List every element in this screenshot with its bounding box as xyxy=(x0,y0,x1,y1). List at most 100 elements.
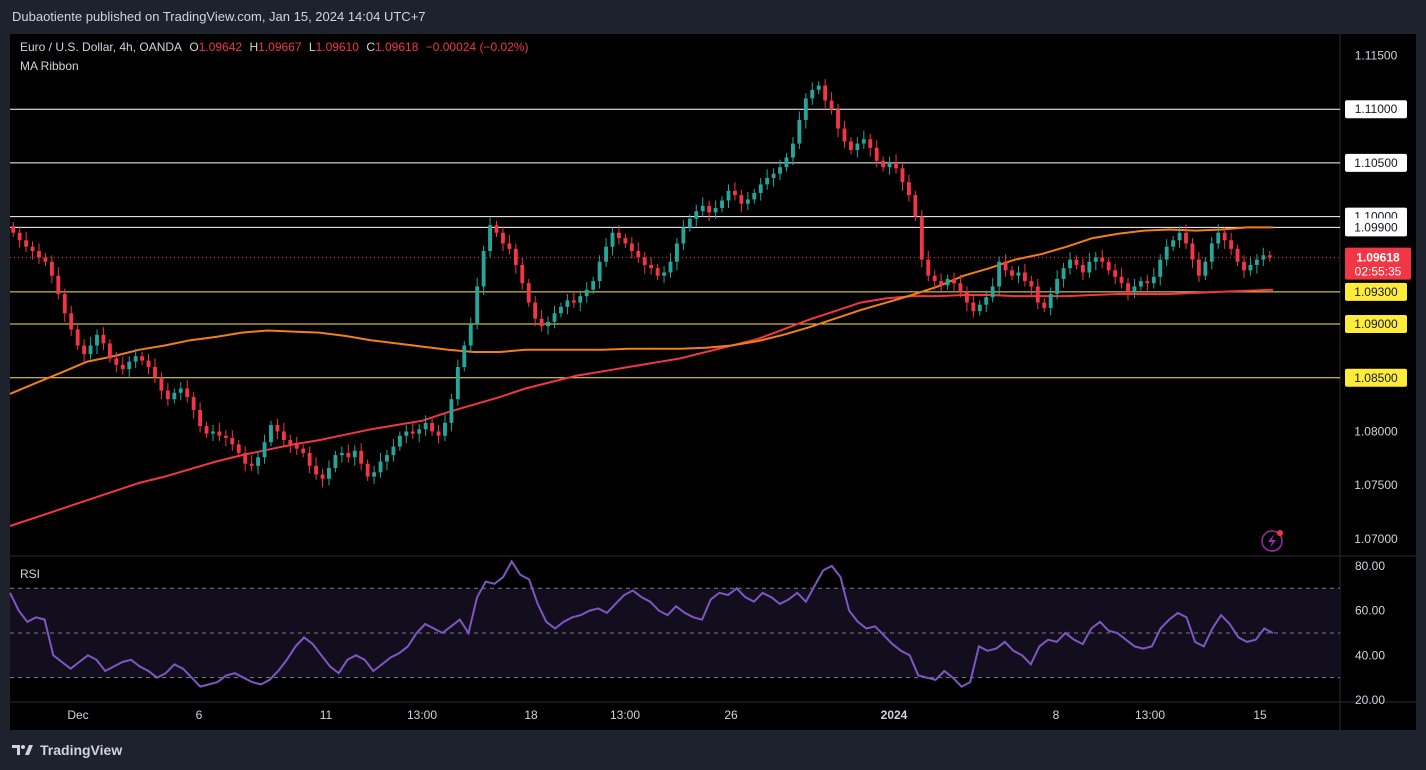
candle-body[interactable] xyxy=(958,283,963,292)
candle-body[interactable] xyxy=(37,250,41,258)
candle-body[interactable] xyxy=(1003,261,1008,271)
candle-body[interactable] xyxy=(636,250,641,258)
candle-body[interactable] xyxy=(726,190,731,201)
candle-body[interactable] xyxy=(1132,286,1137,292)
candle-body[interactable] xyxy=(410,431,415,434)
candle-body[interactable] xyxy=(733,190,737,196)
candle-body[interactable] xyxy=(1016,272,1021,276)
candle-body[interactable] xyxy=(475,286,480,325)
candle-body[interactable] xyxy=(133,356,138,362)
candle-body[interactable] xyxy=(372,472,377,477)
candle-body[interactable] xyxy=(662,272,666,276)
candle-body[interactable] xyxy=(997,261,1002,287)
candle-body[interactable] xyxy=(217,431,222,436)
candle-body[interactable] xyxy=(56,275,61,294)
current-price-badge[interactable] xyxy=(1345,247,1411,280)
candle-body[interactable] xyxy=(642,257,647,265)
candle-body[interactable] xyxy=(836,109,840,129)
candle-body[interactable] xyxy=(919,216,924,260)
candle-body[interactable] xyxy=(281,431,286,441)
candle-body[interactable] xyxy=(339,452,344,456)
candle-body[interactable] xyxy=(739,195,744,204)
candle-body[interactable] xyxy=(262,442,267,458)
candle-body[interactable] xyxy=(230,437,235,445)
candle-body[interactable] xyxy=(1222,232,1227,241)
candle-body[interactable] xyxy=(75,329,80,346)
candle-body[interactable] xyxy=(848,141,853,151)
candle-body[interactable] xyxy=(591,281,596,290)
candle-body[interactable] xyxy=(107,343,112,359)
candle-body[interactable] xyxy=(443,422,447,436)
candle-body[interactable] xyxy=(1229,240,1234,249)
candle-body[interactable] xyxy=(623,238,628,244)
candle-body[interactable] xyxy=(1261,255,1266,260)
candle-body[interactable] xyxy=(333,455,338,468)
candle-body[interactable] xyxy=(675,243,679,262)
candle-body[interactable] xyxy=(539,318,544,327)
candle-body[interactable] xyxy=(932,275,937,282)
candle-body[interactable] xyxy=(1068,259,1072,269)
candle-body[interactable] xyxy=(320,474,325,479)
candle-body[interactable] xyxy=(30,246,35,251)
candle-body[interactable] xyxy=(771,173,776,178)
candle-body[interactable] xyxy=(385,455,389,462)
candle-body[interactable] xyxy=(1113,270,1118,277)
candle-body[interactable] xyxy=(1061,268,1066,279)
candle-body[interactable] xyxy=(861,139,866,144)
candle-body[interactable] xyxy=(533,302,538,319)
candle-body[interactable] xyxy=(778,167,782,174)
candle-body[interactable] xyxy=(140,356,145,361)
candle-body[interactable] xyxy=(584,289,589,297)
candle-body[interactable] xyxy=(610,232,615,247)
candle-body[interactable] xyxy=(1171,240,1176,247)
candle-body[interactable] xyxy=(1119,276,1124,284)
candle-body[interactable] xyxy=(984,297,989,305)
candle-body[interactable] xyxy=(185,388,190,398)
candle-body[interactable] xyxy=(629,243,634,251)
candle-body[interactable] xyxy=(571,300,576,303)
candle-body[interactable] xyxy=(926,259,931,276)
candle-body[interactable] xyxy=(1145,281,1150,284)
candle-body[interactable] xyxy=(597,261,602,282)
candle-body[interactable] xyxy=(520,264,525,284)
candle-body[interactable] xyxy=(359,450,364,464)
candle-body[interactable] xyxy=(243,452,248,464)
candle-body[interactable] xyxy=(810,89,815,99)
candle-body[interactable] xyxy=(765,177,770,185)
candle-body[interactable] xyxy=(436,431,441,436)
candle-body[interactable] xyxy=(404,431,409,436)
candle-body[interactable] xyxy=(1048,293,1053,308)
candle-body[interactable] xyxy=(1158,259,1163,277)
candle-body[interactable] xyxy=(971,302,976,312)
candle-body[interactable] xyxy=(887,162,892,168)
candle-body[interactable] xyxy=(1042,302,1047,308)
candle-body[interactable] xyxy=(1010,270,1014,276)
candle-body[interactable] xyxy=(1106,261,1111,271)
candle-body[interactable] xyxy=(69,313,74,330)
candle-body[interactable] xyxy=(990,286,995,298)
candle-body[interactable] xyxy=(11,226,16,233)
candle-body[interactable] xyxy=(269,425,273,443)
candle-body[interactable] xyxy=(423,422,428,430)
candle-body[interactable] xyxy=(327,467,331,479)
candle-body[interactable] xyxy=(1093,257,1098,262)
candle-body[interactable] xyxy=(62,293,67,314)
candle-body[interactable] xyxy=(655,268,660,276)
candle-body[interactable] xyxy=(694,211,699,219)
candle-body[interactable] xyxy=(275,425,280,432)
candle-body[interactable] xyxy=(1190,243,1195,260)
candle-body[interactable] xyxy=(913,195,918,217)
candle-body[interactable] xyxy=(829,100,834,110)
candle-body[interactable] xyxy=(236,444,241,453)
candle-body[interactable] xyxy=(1242,261,1246,271)
candle-body[interactable] xyxy=(95,334,99,346)
candle-body[interactable] xyxy=(159,377,164,391)
candle-body[interactable] xyxy=(391,446,396,456)
candle-body[interactable] xyxy=(668,261,673,273)
candle-body[interactable] xyxy=(842,128,847,142)
candle-body[interactable] xyxy=(565,300,570,307)
candle-body[interactable] xyxy=(1087,261,1092,273)
candle-body[interactable] xyxy=(855,143,860,151)
candle-body[interactable] xyxy=(823,85,828,101)
